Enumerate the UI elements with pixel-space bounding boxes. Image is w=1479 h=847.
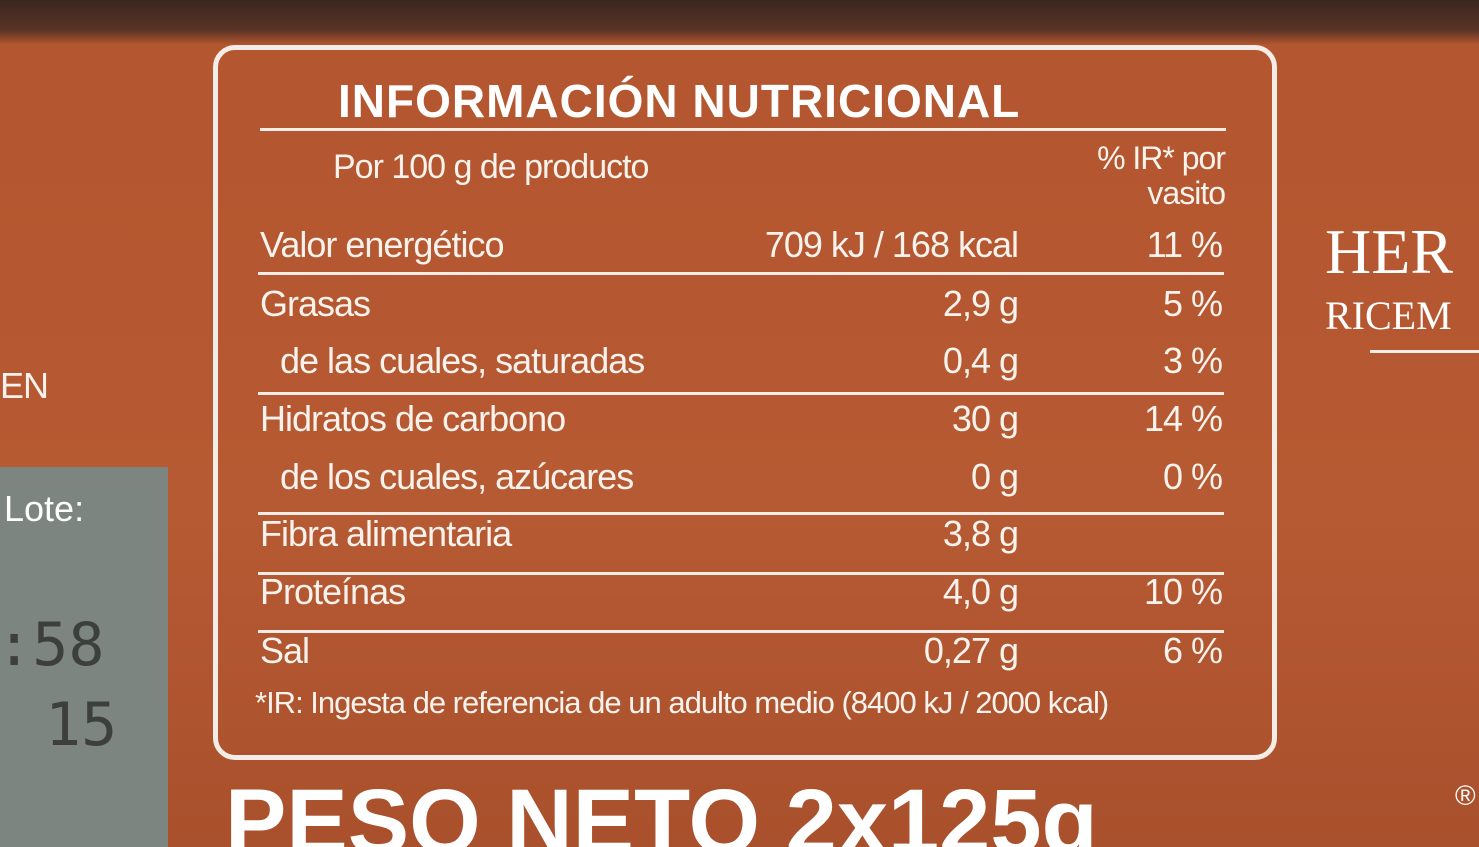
title: INFORMACIÓN NUTRICIONAL <box>338 75 1021 127</box>
registered: ® <box>1455 780 1476 811</box>
nutrient-name: Sal <box>260 630 310 671</box>
nutrient-name: Proteínas <box>260 571 406 612</box>
nutrient-ir: 3 % <box>1162 340 1223 381</box>
nutrient-ir: 11 % <box>1146 224 1223 265</box>
nutrient-ir: 14 % <box>1143 398 1223 439</box>
ir-header: % IR* por <box>1097 140 1226 176</box>
footnote: *IR: Ingesta de referencia de un adulto … <box>255 685 1109 720</box>
brand: RICEM <box>1325 293 1452 338</box>
nutrient-ir: 5 % <box>1162 283 1223 324</box>
ir-header: vasito <box>1147 175 1226 211</box>
nutrient-amount: 3,8 g <box>942 513 1019 554</box>
nutrient-name: de las cuales, saturadas <box>280 340 645 381</box>
lot-label: Lote: <box>4 488 85 529</box>
rule <box>258 272 1224 275</box>
nutrient-ir: 6 % <box>1162 630 1223 671</box>
side-text: EN <box>0 365 49 406</box>
label-border <box>213 45 1277 760</box>
nutrient-name: Valor energético <box>260 224 504 265</box>
stamp: 1:58 <box>0 610 105 680</box>
nutrient-name: de los cuales, azúcares <box>280 456 634 497</box>
nutrient-amount: 0,4 g <box>942 340 1019 381</box>
nutrient-name: Hidratos de carbono <box>260 398 566 439</box>
net-weight: PESO NETO 2x125g <box>225 771 1098 847</box>
nutrient-name: Fibra alimentaria <box>260 513 512 554</box>
nutrient-amount: 0 g <box>970 456 1019 497</box>
brand: HER <box>1325 216 1453 287</box>
rule <box>258 572 1224 575</box>
nutrient-amount: 2,9 g <box>942 283 1019 324</box>
nutrient-ir: 10 % <box>1143 571 1223 612</box>
nutrient-amount: 709 kJ / 168 kcal <box>764 224 1019 265</box>
lot-panel <box>0 467 168 847</box>
stamp: 15 <box>45 690 118 760</box>
rule <box>258 392 1224 395</box>
nutrient-ir: 0 % <box>1162 456 1223 497</box>
nutrient-amount: 4,0 g <box>942 571 1019 612</box>
rule <box>258 512 1224 515</box>
rule <box>1370 350 1479 353</box>
nutrient-amount: 0,27 g <box>923 630 1019 671</box>
nutrient-amount: 30 g <box>951 398 1019 439</box>
rule <box>258 630 1224 633</box>
nutrient-name: Grasas <box>260 283 371 324</box>
per-header: Por 100 g de producto <box>333 148 649 186</box>
rule <box>260 128 1226 131</box>
